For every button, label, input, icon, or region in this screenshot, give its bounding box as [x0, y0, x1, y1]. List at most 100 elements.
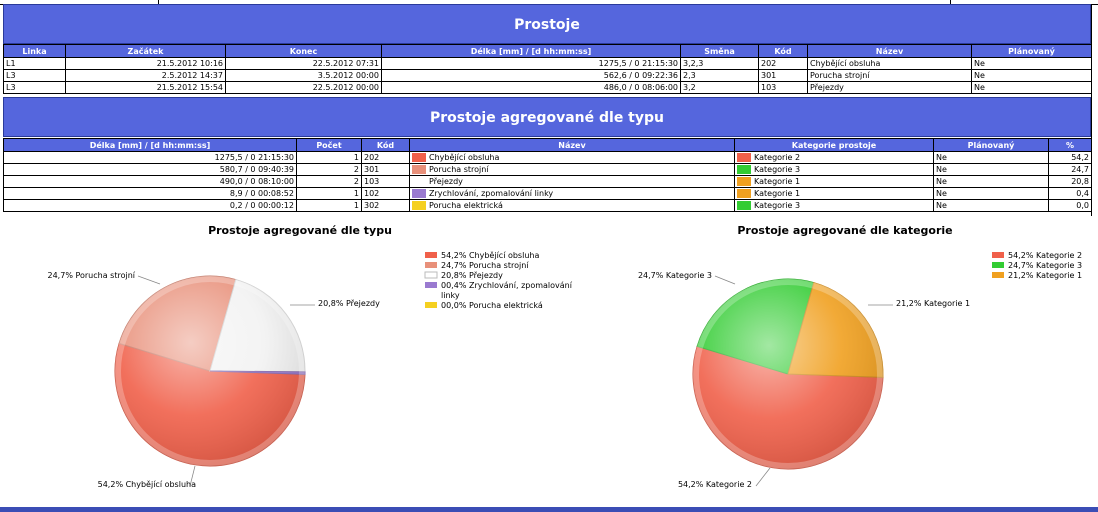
legend-entry: 21,2% Kategorie 1: [1008, 271, 1082, 280]
cell-percent: 0,0: [1048, 199, 1092, 212]
cell-delka: 1275,5 / 0 21:15:30: [3, 151, 297, 164]
cell-smena: 3,2: [680, 81, 759, 94]
table-row[interactable]: L3 21.5.2012 15:54 22.5.2012 00:00 486,0…: [3, 81, 1092, 94]
legend-entry: 00,0% Porucha elektrická: [441, 301, 543, 310]
cell-percent: 24,7: [1048, 163, 1092, 176]
color-swatch: [737, 189, 751, 198]
cell-kategorie: Kategorie 1: [734, 187, 934, 200]
agregovane-table: Délka [mm] / [d hh:mm:ss] Počet Kód Náze…: [3, 138, 1092, 212]
kategorie-label: Kategorie 1: [754, 189, 801, 198]
cell-planovany: Ne: [933, 151, 1049, 164]
legend-entry: 20,8% Přejezdy: [441, 271, 503, 280]
col-header[interactable]: Kategorie prostoje: [734, 138, 934, 152]
nazev-label: Porucha strojní: [429, 165, 489, 174]
col-header[interactable]: Délka [mm] / [d hh:mm:ss]: [3, 138, 297, 152]
cell-planovany: Ne: [933, 187, 1049, 200]
table-row[interactable]: L3 2.5.2012 14:37 3.5.2012 00:00 562,6 /…: [3, 69, 1092, 82]
cell-delka: 562,6 / 0 09:22:36: [381, 69, 681, 82]
nazev-label: Zrychlování, zpomalování linky: [429, 189, 554, 198]
color-swatch: [737, 165, 751, 174]
cell-percent: 20,8: [1048, 175, 1092, 188]
cell-kategorie: Kategorie 1: [734, 175, 934, 188]
table-row[interactable]: 580,7 / 0 09:40:39 2 301 Porucha strojní Kat…: [3, 163, 1092, 176]
color-swatch: [412, 189, 426, 198]
cell-nazev: Přejezdy: [807, 81, 972, 94]
cell-kategorie: Kategorie 2: [734, 151, 934, 164]
cell-pocet: 2: [296, 163, 362, 176]
chart-title: Prostoje agregované dle kategorie: [737, 224, 952, 237]
cell-delka: 490,0 / 0 08:10:00: [3, 175, 297, 188]
col-header[interactable]: %: [1048, 138, 1092, 152]
legend-entry: 24,7% Porucha strojní: [441, 261, 529, 270]
col-header[interactable]: Linka: [3, 44, 66, 58]
cell-kod: 301: [361, 163, 410, 176]
cell-kod: 102: [361, 187, 410, 200]
cell-delka: 486,0 / 0 08:06:00: [381, 81, 681, 94]
cell-linka: L3: [3, 69, 66, 82]
table-row[interactable]: 0,2 / 0 00:00:12 1 302 Porucha elektrická Ka…: [3, 199, 1092, 212]
slice-label: 20,8% Přejezdy: [318, 299, 380, 308]
col-header[interactable]: Plánovaný: [971, 44, 1092, 58]
table-row[interactable]: 8,9 / 0 00:08:52 1 102 Zrychlování, zpomalo…: [3, 187, 1092, 200]
cell-planovany: Ne: [971, 81, 1092, 94]
nazev-label: Chybějící obsluha: [429, 153, 500, 162]
kategorie-label: Kategorie 2: [754, 153, 801, 162]
cell-linka: L3: [3, 81, 66, 94]
label-leader: [714, 275, 736, 285]
cell-kategorie: Kategorie 3: [734, 163, 934, 176]
col-header[interactable]: Kód: [361, 138, 410, 152]
label-leader: [189, 465, 196, 487]
col-header[interactable]: Název: [807, 44, 972, 58]
label-leader: [755, 467, 771, 487]
color-swatch: [737, 153, 751, 162]
label-leader: [137, 275, 161, 285]
section-title-agregovane: Prostoje agregované dle typu: [3, 97, 1091, 137]
cell-zacatek: 21.5.2012 15:54: [65, 81, 226, 94]
nazev-label: Porucha elektrická: [429, 201, 503, 210]
legend-swatch: [992, 262, 1004, 268]
slice-label: 24,7% Porucha strojní: [48, 271, 136, 280]
legend-swatch: [992, 252, 1004, 258]
col-header[interactable]: Plánovaný: [933, 138, 1049, 152]
cell-delka: 8,9 / 0 00:08:52: [3, 187, 297, 200]
table-row[interactable]: L1 21.5.2012 10:16 22.5.2012 07:31 1275,…: [3, 57, 1092, 70]
legend-swatch: [425, 302, 437, 308]
kategorie-label: Kategorie 1: [754, 177, 801, 186]
table-header-row: Linka Začátek Konec Délka [mm] / [d hh:m…: [3, 44, 1092, 58]
color-swatch: [412, 153, 426, 162]
cell-kod: 202: [758, 57, 808, 70]
color-swatch: [412, 177, 426, 186]
cell-pocet: 1: [296, 151, 362, 164]
col-header[interactable]: Počet: [296, 138, 362, 152]
cell-kod: 302: [361, 199, 410, 212]
table-row[interactable]: 1275,5 / 0 21:15:30 1 202 Chybějící obsluha…: [3, 151, 1092, 164]
cell-smena: 2,3: [680, 69, 759, 82]
col-header[interactable]: Název: [409, 138, 735, 152]
legend-entry: 54,2% Chybějící obsluha: [441, 251, 539, 260]
table-row[interactable]: 490,0 / 0 08:10:00 2 103 Přejezdy Kategorie …: [3, 175, 1092, 188]
cell-pocet: 1: [296, 199, 362, 212]
cell-linka: L1: [3, 57, 66, 70]
cell-pocet: 1: [296, 187, 362, 200]
kategorie-label: Kategorie 3: [754, 165, 801, 174]
cell-nazev: Porucha elektrická: [409, 199, 735, 212]
cell-kod: 202: [361, 151, 410, 164]
cell-nazev: Chybějící obsluha: [807, 57, 972, 70]
legend-entry: 00,4% Zrychlování, zpomalování linky: [441, 281, 573, 300]
cell-planovany: Ne: [971, 57, 1092, 70]
col-header[interactable]: Délka [mm] / [d hh:mm:ss]: [381, 44, 681, 58]
cell-planovany: Ne: [933, 163, 1049, 176]
slice-label: 21,2% Kategorie 1: [896, 299, 970, 308]
cell-delka: 580,7 / 0 09:40:39: [3, 163, 297, 176]
color-swatch: [412, 165, 426, 174]
col-header[interactable]: Směna: [680, 44, 759, 58]
col-header[interactable]: Kód: [758, 44, 808, 58]
col-header[interactable]: Konec: [225, 44, 382, 58]
cell-nazev: Chybějící obsluha: [409, 151, 735, 164]
cell-planovany: Ne: [933, 199, 1049, 212]
pie-rim: [115, 276, 305, 466]
cell-zacatek: 2.5.2012 14:37: [65, 69, 226, 82]
pie-rim: [693, 279, 883, 469]
col-header[interactable]: Začátek: [65, 44, 226, 58]
cell-kod: 103: [361, 175, 410, 188]
